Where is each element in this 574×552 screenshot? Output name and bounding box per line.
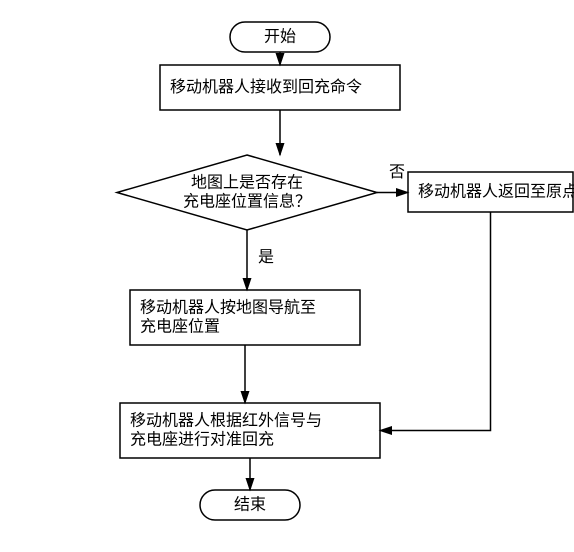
edge-return-align (380, 212, 491, 431)
node-start: 开始 (230, 22, 330, 52)
node-return-label: 移动机器人返回至原点 (418, 183, 574, 201)
node-end-label: 结束 (234, 496, 266, 514)
node-return: 移动机器人返回至原点 (408, 172, 574, 212)
edge-decision-nav-label: 是 (258, 249, 274, 266)
node-end: 结束 (200, 490, 300, 520)
node-nav-label: 充电座位置 (140, 318, 220, 336)
node-nav-label: 移动机器人按地图导航至 (140, 299, 316, 317)
flowchart-canvas: 开始移动机器人接收到回充命令地图上是否存在充电座位置信息？ 移动机器人返回至原点移… (0, 0, 574, 552)
node-recv: 移动机器人接收到回充命令 (160, 65, 400, 110)
node-decision: 地图上是否存在充电座位置信息？ (117, 155, 377, 230)
node-align-label: 移动机器人根据红外信号与 (130, 412, 322, 430)
node-align: 移动机器人根据红外信号与充电座进行对准回充 (120, 403, 380, 458)
node-align-label: 充电座进行对准回充 (130, 431, 274, 449)
node-decision-label: 地图上是否存在 (191, 174, 303, 192)
node-nav: 移动机器人按地图导航至充电座位置 (130, 290, 360, 345)
node-recv-label: 移动机器人接收到回充命令 (170, 78, 362, 96)
edge-decision-return-label: 否 (389, 164, 405, 181)
node-decision-label: 充电座位置信息？ (183, 193, 311, 211)
node-start-label: 开始 (264, 28, 296, 46)
